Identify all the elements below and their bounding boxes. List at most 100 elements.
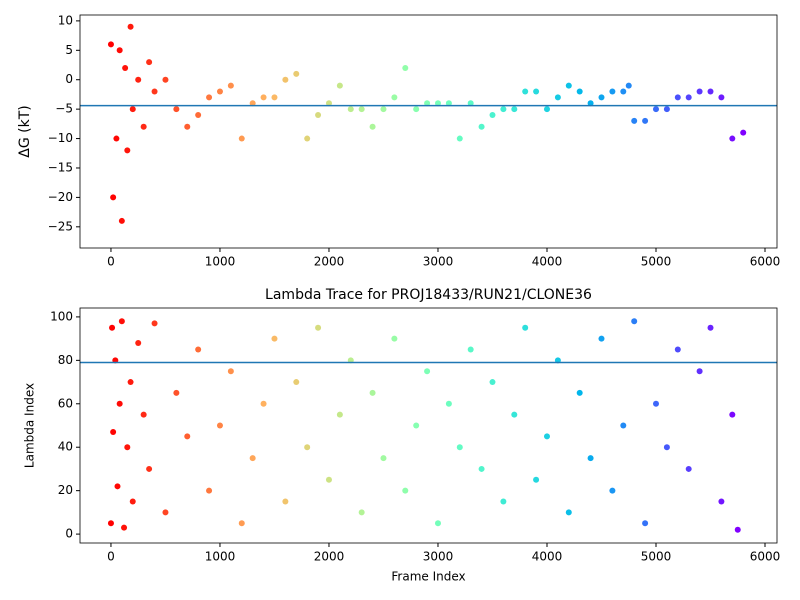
y-axis-label: ΔG (kT) bbox=[17, 105, 33, 157]
point bbox=[271, 94, 278, 101]
x-tick-label: 2000 bbox=[314, 255, 345, 269]
x-tick-label: 2000 bbox=[314, 550, 345, 564]
point bbox=[315, 324, 322, 331]
point bbox=[456, 135, 463, 142]
point bbox=[173, 389, 180, 396]
point bbox=[146, 59, 153, 66]
point bbox=[653, 400, 660, 407]
point bbox=[151, 320, 158, 327]
point bbox=[740, 129, 747, 136]
point bbox=[543, 433, 550, 440]
point bbox=[195, 346, 202, 353]
point bbox=[598, 335, 605, 342]
plot-area bbox=[107, 23, 747, 224]
y-tick-label: −15 bbox=[48, 160, 73, 174]
point bbox=[729, 135, 736, 142]
point bbox=[707, 88, 714, 95]
point bbox=[587, 455, 594, 462]
point bbox=[127, 23, 134, 30]
point bbox=[238, 520, 245, 527]
point bbox=[598, 94, 605, 101]
y-axis-label: Lambda Index bbox=[23, 383, 37, 468]
y-tick-label: −25 bbox=[48, 219, 73, 233]
point bbox=[424, 100, 431, 107]
point bbox=[576, 389, 583, 396]
x-tick-label: 3000 bbox=[423, 550, 454, 564]
point bbox=[718, 498, 725, 505]
point bbox=[625, 82, 632, 89]
point bbox=[609, 487, 616, 494]
point bbox=[424, 368, 431, 375]
point bbox=[146, 465, 153, 472]
point bbox=[565, 509, 572, 516]
y-tick-label: 40 bbox=[58, 440, 73, 454]
point bbox=[325, 476, 332, 483]
point bbox=[445, 100, 452, 107]
point bbox=[116, 400, 123, 407]
point bbox=[118, 318, 125, 325]
x-tick-label: 6000 bbox=[750, 255, 781, 269]
point bbox=[249, 100, 256, 107]
point bbox=[620, 422, 627, 429]
point bbox=[696, 88, 703, 95]
point bbox=[380, 455, 387, 462]
x-tick-label: 4000 bbox=[532, 550, 563, 564]
point bbox=[663, 106, 670, 113]
point bbox=[391, 335, 398, 342]
point bbox=[336, 82, 343, 89]
point bbox=[129, 106, 136, 113]
y-tick-label: −20 bbox=[48, 190, 73, 204]
point bbox=[238, 135, 245, 142]
point bbox=[489, 379, 496, 386]
point bbox=[162, 76, 169, 83]
point bbox=[121, 524, 128, 531]
point bbox=[206, 94, 213, 101]
y-tick-label: 10 bbox=[58, 13, 73, 27]
x-tick-label: 5000 bbox=[641, 255, 672, 269]
point bbox=[500, 106, 507, 113]
point bbox=[533, 476, 540, 483]
point bbox=[413, 422, 420, 429]
point bbox=[109, 324, 116, 331]
x-tick-label: 0 bbox=[107, 550, 115, 564]
point bbox=[216, 422, 223, 429]
y-tick-label: −5 bbox=[55, 102, 73, 116]
x-tick-label: 1000 bbox=[205, 255, 236, 269]
point bbox=[369, 389, 376, 396]
point bbox=[140, 123, 147, 130]
point bbox=[434, 100, 441, 107]
y-tick-label: 60 bbox=[58, 396, 73, 410]
point bbox=[467, 100, 474, 107]
point bbox=[216, 88, 223, 95]
x-tick-label: 6000 bbox=[750, 550, 781, 564]
point bbox=[110, 429, 117, 436]
point bbox=[110, 194, 117, 201]
point bbox=[347, 106, 354, 113]
point bbox=[674, 346, 681, 353]
y-tick-label: 5 bbox=[65, 43, 73, 57]
point bbox=[402, 64, 409, 71]
point bbox=[173, 106, 180, 113]
point bbox=[260, 94, 267, 101]
point bbox=[135, 76, 142, 83]
point bbox=[127, 379, 134, 386]
point bbox=[107, 520, 114, 527]
point bbox=[162, 509, 169, 516]
x-tick-label: 5000 bbox=[641, 550, 672, 564]
point bbox=[522, 88, 529, 95]
point bbox=[391, 94, 398, 101]
point bbox=[227, 368, 234, 375]
point bbox=[653, 106, 660, 113]
point bbox=[293, 379, 300, 386]
point bbox=[315, 112, 322, 119]
point bbox=[380, 106, 387, 113]
axes-frame bbox=[79, 14, 778, 249]
point bbox=[631, 117, 638, 124]
y-tick-label: −10 bbox=[48, 131, 73, 145]
point bbox=[304, 444, 311, 451]
point bbox=[631, 318, 638, 325]
y-tick-label: 100 bbox=[50, 309, 73, 323]
point bbox=[151, 88, 158, 95]
point bbox=[195, 112, 202, 119]
